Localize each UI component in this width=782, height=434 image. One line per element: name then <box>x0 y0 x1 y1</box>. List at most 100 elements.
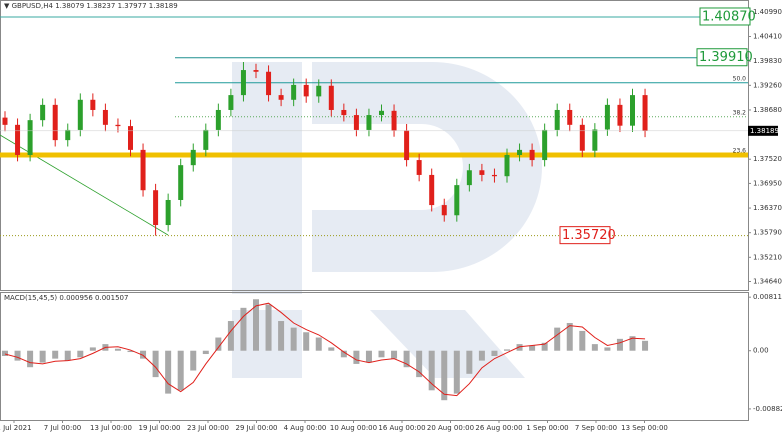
candle-body <box>291 84 297 100</box>
y-tick-label: 1.35210 <box>753 253 782 261</box>
macd-bar <box>328 347 335 351</box>
macd-bar <box>591 344 598 351</box>
candle-body <box>278 95 284 100</box>
macd-bar <box>579 330 586 351</box>
macd-readout: 0.000956 <box>59 294 93 302</box>
candle-body <box>441 205 447 216</box>
y-tick-label: 1.36950 <box>753 179 782 187</box>
y-tick-label: 1.39260 <box>753 81 782 89</box>
macd-bar <box>504 349 510 351</box>
macd-bar <box>391 350 398 359</box>
candle-body <box>40 104 46 121</box>
candle-body <box>27 120 33 155</box>
candle-body <box>266 71 272 96</box>
candle-body <box>15 124 21 155</box>
macd-bar <box>629 336 636 351</box>
macd-signal <box>4 302 646 397</box>
y-tick-label: 1.37520 <box>753 155 782 163</box>
macd-bar <box>152 350 159 378</box>
candle-body <box>379 110 384 116</box>
candle-body <box>567 109 573 125</box>
y-tick-label: 1.40990 <box>753 8 782 16</box>
macd-bar <box>453 350 460 394</box>
level-box <box>696 48 748 67</box>
x-tick-label: 23 Jul 00:00 <box>187 424 229 432</box>
candle-body <box>642 95 648 131</box>
level-label: 1.35720 <box>562 228 616 243</box>
price-pane <box>0 0 749 291</box>
candle-body <box>341 109 347 116</box>
x-tick-label: 4 Aug 00:00 <box>284 424 327 432</box>
candle-body <box>542 129 548 161</box>
x-tick-label: 16 Aug 00:00 <box>378 424 425 432</box>
candle-body <box>416 160 422 175</box>
candle-body <box>366 115 372 130</box>
macd-bar <box>77 350 84 358</box>
candle-body <box>90 99 96 110</box>
y-tick-label: 1.38680 <box>753 106 782 114</box>
macd-bar <box>516 344 523 351</box>
macd-bar <box>378 350 385 358</box>
macd-bar <box>64 350 71 361</box>
macd-bar <box>240 307 247 351</box>
macd-bar <box>165 350 172 394</box>
macd-bar <box>416 350 423 378</box>
candle-body <box>517 149 523 155</box>
x-tick-label: 20 Aug 00:00 <box>427 424 474 432</box>
candle-body <box>454 185 460 216</box>
macd-bar <box>554 327 561 351</box>
macd-bar <box>140 350 147 359</box>
candle-body <box>429 174 435 206</box>
candle-body <box>630 95 635 126</box>
ohlc-low: 1.37977 <box>118 2 147 10</box>
macd-bar <box>127 350 134 353</box>
macd-bar <box>491 350 498 356</box>
symbol: GBPUSD,H4 <box>12 2 54 10</box>
current-price-label: 1.38189 <box>750 127 779 135</box>
candle-body <box>77 99 83 130</box>
current-price-box <box>748 125 778 136</box>
macd-bar <box>89 347 96 351</box>
macd-bar <box>428 350 435 391</box>
macd-bar <box>227 321 234 351</box>
macd-bar <box>39 350 46 363</box>
macd-bar <box>202 350 209 355</box>
macd-header: MACD(15,45,5) 0.000956 0.001507 <box>4 294 128 302</box>
macd-bar <box>14 350 21 361</box>
candle-body <box>178 165 184 200</box>
macd-bar <box>365 350 372 363</box>
candle-body <box>115 124 121 127</box>
y-tick-label: 1.40410 <box>753 33 782 41</box>
candle-body <box>504 154 510 177</box>
y-tick-label: 0.00 <box>753 347 769 355</box>
macd-bar <box>604 347 611 351</box>
macd-bar <box>52 350 59 359</box>
candle-body <box>604 104 610 130</box>
macd-bar <box>290 327 297 351</box>
candle-body <box>592 129 598 151</box>
macd-bar <box>253 299 259 351</box>
candle-body <box>102 109 108 125</box>
candle-body <box>479 170 485 175</box>
candle-body <box>404 130 410 161</box>
macd-bar <box>2 350 8 356</box>
candle-body <box>128 126 133 150</box>
y-tick-label: 0.008114 <box>753 293 782 301</box>
macd-bar <box>278 321 285 351</box>
macd-bar <box>315 337 322 351</box>
macd-readout: 0.001507 <box>95 294 128 302</box>
candle-body <box>554 109 560 130</box>
x-tick-label: 13 Sep 00:00 <box>621 424 668 432</box>
macd-bar <box>265 304 272 351</box>
level-box <box>559 226 611 245</box>
candle-body <box>140 149 146 191</box>
macd-bar <box>177 350 184 391</box>
candle-body <box>228 95 234 110</box>
x-tick-label: 1 Jul 2021 <box>0 424 32 432</box>
y-tick-label: 1.39830 <box>753 57 782 65</box>
macd-pane <box>0 292 749 421</box>
candle-body <box>253 70 259 72</box>
level-box <box>699 7 751 26</box>
candle-body <box>190 149 196 166</box>
